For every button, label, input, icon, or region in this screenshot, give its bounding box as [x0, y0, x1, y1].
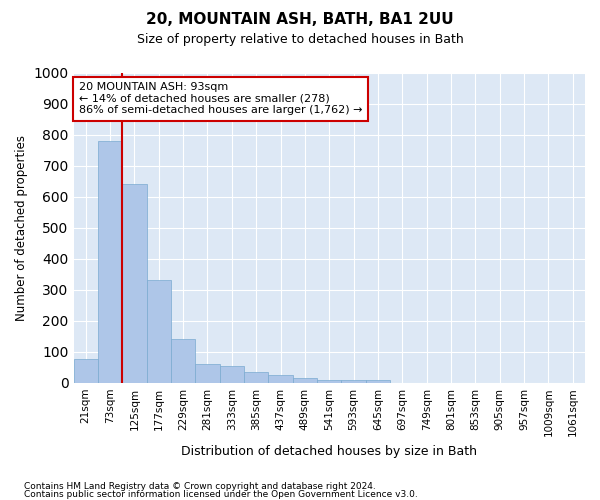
Bar	[196, 364, 220, 382]
Bar	[122, 184, 146, 382]
Bar	[341, 380, 366, 382]
Y-axis label: Number of detached properties: Number of detached properties	[15, 135, 28, 321]
Text: Contains public sector information licensed under the Open Government Licence v3: Contains public sector information licen…	[24, 490, 418, 499]
Text: Contains HM Land Registry data © Crown copyright and database right 2024.: Contains HM Land Registry data © Crown c…	[24, 482, 376, 491]
Bar	[146, 280, 171, 382]
Bar	[268, 375, 293, 382]
X-axis label: Distribution of detached houses by size in Bath: Distribution of detached houses by size …	[181, 444, 477, 458]
Bar	[74, 360, 98, 382]
Bar	[220, 366, 244, 382]
Bar	[293, 378, 317, 382]
Text: 20 MOUNTAIN ASH: 93sqm
← 14% of detached houses are smaller (278)
86% of semi-de: 20 MOUNTAIN ASH: 93sqm ← 14% of detached…	[79, 82, 362, 116]
Text: 20, MOUNTAIN ASH, BATH, BA1 2UU: 20, MOUNTAIN ASH, BATH, BA1 2UU	[146, 12, 454, 28]
Text: Size of property relative to detached houses in Bath: Size of property relative to detached ho…	[137, 32, 463, 46]
Bar	[317, 380, 341, 382]
Bar	[171, 340, 196, 382]
Bar	[98, 141, 122, 382]
Bar	[244, 372, 268, 382]
Bar	[366, 380, 390, 382]
